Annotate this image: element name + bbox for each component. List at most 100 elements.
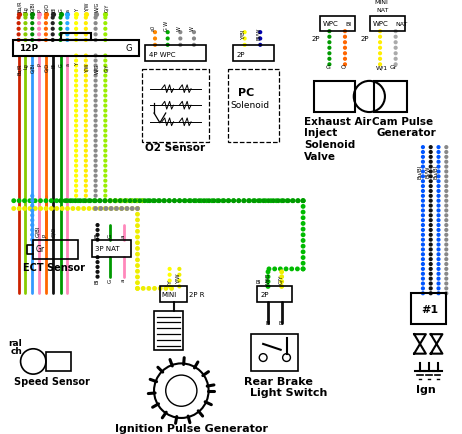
Point bbox=[73, 25, 80, 32]
Point bbox=[29, 192, 36, 199]
Point bbox=[102, 197, 109, 204]
Point bbox=[82, 127, 90, 134]
Point bbox=[427, 260, 434, 267]
Point bbox=[22, 10, 29, 17]
Point bbox=[435, 227, 442, 233]
Point bbox=[134, 222, 141, 229]
Point bbox=[240, 197, 248, 204]
Point bbox=[82, 36, 90, 43]
Point bbox=[92, 205, 99, 212]
Point bbox=[151, 285, 158, 292]
Point bbox=[102, 67, 109, 74]
Point bbox=[91, 205, 98, 212]
Point bbox=[91, 197, 98, 204]
Text: Bl/W: Bl/W bbox=[256, 27, 261, 40]
Text: G/Y: G/Y bbox=[104, 3, 109, 12]
Point bbox=[96, 197, 103, 204]
Point bbox=[73, 187, 80, 194]
Point bbox=[57, 14, 64, 21]
Point bbox=[92, 157, 99, 164]
Point bbox=[36, 20, 43, 26]
Point bbox=[165, 197, 173, 204]
Point bbox=[392, 39, 399, 46]
Text: Bl: Bl bbox=[255, 280, 261, 286]
Point bbox=[107, 197, 114, 204]
Point bbox=[427, 251, 434, 258]
Point bbox=[427, 173, 434, 180]
Point bbox=[82, 192, 90, 199]
Point bbox=[26, 197, 34, 204]
Point bbox=[230, 197, 237, 204]
Point bbox=[102, 182, 109, 189]
Point bbox=[435, 178, 442, 185]
Point bbox=[240, 197, 247, 204]
Point bbox=[94, 236, 101, 243]
Point bbox=[419, 241, 426, 248]
Point bbox=[213, 197, 221, 204]
Text: NAT: NAT bbox=[376, 8, 389, 13]
Point bbox=[427, 236, 434, 243]
Point bbox=[264, 283, 272, 290]
Point bbox=[176, 35, 184, 42]
Text: Ign: Ign bbox=[416, 385, 436, 395]
Point bbox=[326, 61, 333, 68]
Point bbox=[53, 205, 61, 212]
Text: G W: G W bbox=[164, 21, 169, 31]
Point bbox=[282, 266, 290, 273]
Point bbox=[419, 187, 426, 194]
Point bbox=[49, 31, 56, 38]
Point bbox=[341, 39, 349, 46]
Point bbox=[256, 35, 264, 42]
Text: Bl: Bl bbox=[279, 322, 284, 326]
Point bbox=[92, 107, 99, 114]
Point bbox=[166, 266, 173, 273]
Point bbox=[92, 20, 99, 26]
Point bbox=[29, 227, 36, 233]
Point bbox=[102, 162, 109, 169]
Point bbox=[149, 197, 157, 204]
Point bbox=[419, 178, 426, 185]
Point bbox=[419, 246, 426, 253]
Point bbox=[326, 50, 333, 57]
Point bbox=[102, 142, 109, 149]
Point bbox=[57, 25, 64, 32]
Point bbox=[29, 14, 36, 21]
Point bbox=[264, 268, 272, 275]
Point bbox=[82, 122, 90, 129]
Point bbox=[73, 167, 80, 174]
Point bbox=[42, 197, 49, 204]
Point bbox=[94, 273, 101, 280]
Point bbox=[94, 231, 101, 238]
Point bbox=[435, 231, 442, 238]
Point bbox=[42, 20, 49, 26]
Point bbox=[419, 183, 426, 190]
Point bbox=[42, 31, 49, 38]
Text: Y/W: Y/W bbox=[176, 273, 181, 283]
Bar bbox=[33, 240, 78, 259]
Text: G/O: G/O bbox=[44, 63, 49, 72]
Point bbox=[48, 197, 55, 204]
Text: P: P bbox=[43, 233, 48, 237]
Point bbox=[435, 183, 442, 190]
Point bbox=[176, 266, 183, 273]
Text: W: W bbox=[190, 26, 195, 31]
Point bbox=[21, 205, 28, 212]
Text: W/G: W/G bbox=[94, 63, 99, 74]
Point bbox=[107, 197, 114, 204]
Point bbox=[74, 197, 82, 204]
Point bbox=[435, 285, 442, 292]
Point bbox=[73, 182, 80, 189]
Point bbox=[294, 266, 301, 273]
Point bbox=[69, 197, 76, 204]
Point bbox=[176, 197, 183, 204]
Point bbox=[443, 148, 450, 155]
Point bbox=[64, 31, 71, 38]
Point bbox=[82, 182, 90, 189]
Point bbox=[164, 35, 171, 42]
Point bbox=[278, 273, 286, 280]
Point bbox=[102, 197, 109, 204]
Point bbox=[82, 152, 90, 159]
Point bbox=[29, 25, 36, 32]
Point bbox=[102, 52, 109, 59]
Point bbox=[92, 162, 99, 169]
